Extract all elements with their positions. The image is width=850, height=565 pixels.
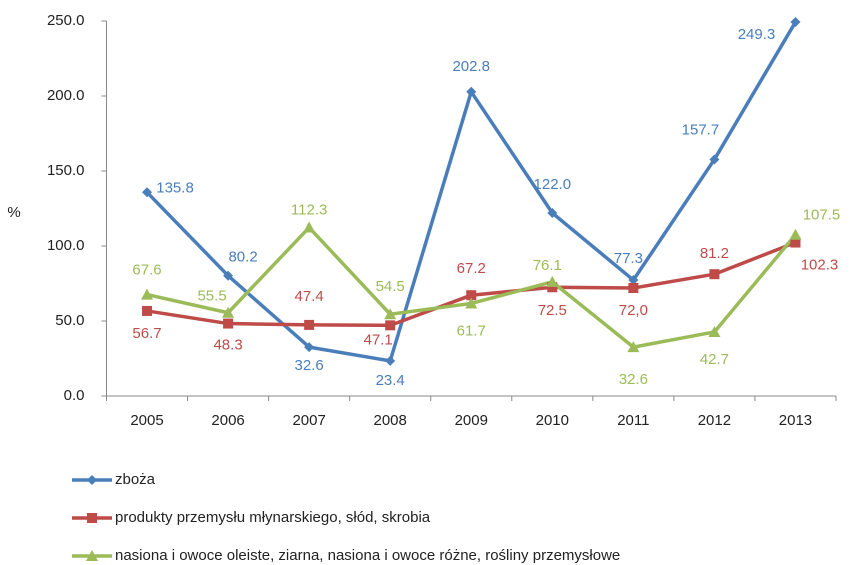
- y-tick-label: 200.0: [47, 87, 85, 104]
- data-label: 107.5: [803, 207, 841, 224]
- data-point: [142, 187, 153, 198]
- data-label: 55.5: [197, 288, 226, 305]
- data-point: [708, 325, 721, 337]
- data-label: 76.1: [533, 257, 562, 274]
- data-point: [303, 221, 316, 233]
- data-label: 112.3: [291, 202, 327, 219]
- data-point: [547, 282, 558, 293]
- data-label: 67.6: [132, 262, 161, 279]
- data-point: [304, 319, 315, 330]
- data-point: [628, 275, 639, 286]
- data-label: 157.7: [682, 121, 720, 138]
- data-point: [142, 305, 153, 316]
- data-label: 72.5: [538, 302, 567, 319]
- legend-marker: [87, 513, 97, 523]
- data-point: [222, 306, 235, 318]
- legend-label: zboża: [115, 471, 156, 488]
- data-label: 102.3: [801, 257, 839, 274]
- data-point: [547, 208, 558, 218]
- data-point: [789, 228, 802, 240]
- data-point: [465, 297, 478, 309]
- data-point: [466, 290, 477, 301]
- data-label: 56.7: [132, 325, 161, 342]
- data-label: 81.2: [700, 245, 729, 262]
- data-label: 54.5: [376, 278, 405, 295]
- data-label: 48.3: [213, 337, 242, 354]
- y-axis-label: %: [7, 204, 20, 221]
- data-point: [385, 355, 396, 366]
- y-tick-label: 100.0: [47, 237, 85, 254]
- x-tick-label: 2013: [779, 412, 812, 429]
- data-label: 32.6: [619, 371, 648, 388]
- y-tick-label: 250.0: [47, 12, 85, 29]
- data-point: [790, 17, 801, 28]
- y-tick-label: 0.0: [64, 387, 85, 404]
- data-label: 202.8: [452, 58, 490, 75]
- data-point: [223, 270, 234, 281]
- x-tick-label: 2006: [211, 412, 244, 429]
- data-point: [466, 86, 477, 97]
- x-tick-label: 2012: [698, 412, 731, 429]
- legend-label: produkty przemysłu młynarskiego, słód, s…: [115, 509, 431, 526]
- data-point: [627, 341, 640, 353]
- data-label: 61.7: [457, 322, 486, 339]
- x-tick-label: 2007: [292, 412, 325, 429]
- data-label: 122.0: [534, 176, 572, 193]
- data-label: 23.4: [376, 372, 405, 389]
- data-point: [628, 283, 639, 293]
- data-label: 77.3: [614, 250, 643, 267]
- data-point: [384, 308, 397, 320]
- data-label: 72,0: [619, 302, 648, 319]
- data-label: 67.2: [457, 260, 486, 277]
- data-label: 47.4: [295, 288, 324, 305]
- y-tick-label: 150.0: [47, 162, 85, 179]
- data-point: [709, 154, 720, 165]
- data-label: 32.6: [295, 357, 324, 374]
- data-point: [223, 318, 234, 329]
- x-tick-label: 2010: [536, 412, 569, 429]
- data-point: [304, 342, 315, 353]
- data-point: [709, 269, 720, 280]
- x-tick-label: 2008: [374, 412, 407, 429]
- data-label: 42.7: [700, 351, 729, 368]
- data-label: 80.2: [228, 249, 257, 266]
- data-label: 47.1: [364, 331, 393, 348]
- legend-marker: [87, 475, 97, 485]
- data-point: [141, 288, 154, 300]
- x-tick-label: 2011: [617, 412, 649, 429]
- x-tick-label: 2005: [130, 412, 163, 429]
- data-point: [546, 275, 559, 287]
- data-label: 135.8: [156, 179, 194, 196]
- y-tick-label: 50.0: [55, 312, 84, 329]
- legend-label: nasiona i owoce oleiste, ziarna, nasiona…: [115, 547, 620, 564]
- data-point: [385, 320, 396, 331]
- data-label: 249.3: [738, 26, 776, 43]
- x-tick-label: 2009: [455, 412, 488, 429]
- data-point: [790, 237, 801, 248]
- legend-marker: [86, 550, 98, 561]
